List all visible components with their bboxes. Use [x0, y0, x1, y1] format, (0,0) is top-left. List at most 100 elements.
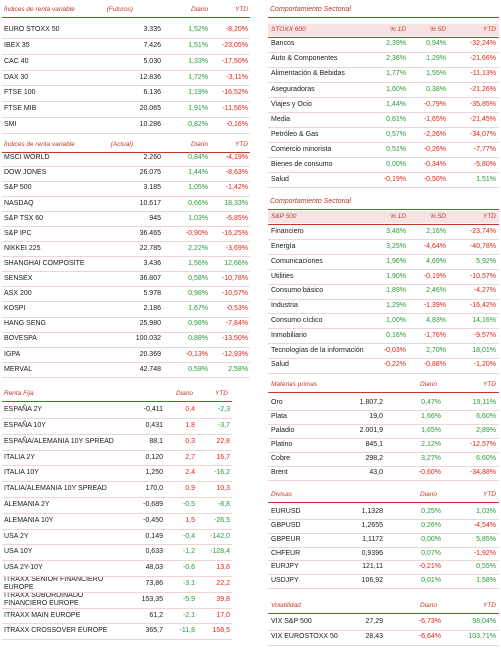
row-divider: [268, 587, 499, 589]
row-value: 42.748: [139, 365, 161, 373]
row-label: ESPAÑA/ALEMANIA 10Y SPREAD: [4, 437, 114, 445]
row-value: 20.065: [139, 105, 161, 113]
column-header: Volatilidad: [271, 602, 301, 610]
column-header: Diario: [191, 6, 208, 14]
row-value: -7,84%: [225, 320, 248, 328]
row-value: -16,52%: [221, 89, 248, 97]
row-value: -0,4: [182, 532, 195, 540]
row-value: 3,48%: [386, 228, 406, 236]
row-label: Platino: [271, 441, 293, 449]
row-label: EURJPY: [271, 563, 299, 571]
row-value: -0,21%: [418, 563, 441, 571]
row-value: 2,39%: [386, 40, 406, 48]
row-value: -1,20%: [473, 361, 496, 369]
row-label: BOVESPA: [4, 335, 37, 343]
row-value: 39,8: [216, 595, 230, 603]
row-divider: [2, 180, 250, 182]
row-value: 28,43: [365, 633, 383, 641]
row-divider: [2, 210, 250, 212]
row-value: -3,69%: [225, 244, 248, 252]
row-divider: [2, 225, 250, 227]
row-label: VIX S&P 500: [271, 618, 312, 626]
row-value: -0,16%: [225, 121, 248, 129]
row-value: -9,57%: [473, 331, 496, 339]
row-value: -8,8: [217, 501, 230, 509]
row-value: 106,92: [361, 577, 383, 585]
row-divider: [2, 512, 232, 514]
column-header: Materias primas: [271, 381, 318, 389]
row-divider: [268, 51, 499, 53]
row-divider: [268, 328, 499, 330]
row-value: -128,4: [210, 548, 230, 556]
row-value: -32,24%: [469, 40, 496, 48]
row-label: ITALIA 10Y: [4, 469, 39, 477]
row-value: 22,8: [216, 437, 230, 445]
row-value: 36.807: [139, 275, 161, 283]
row-value: 88,1: [149, 437, 163, 445]
row-value: 1,2655: [361, 522, 383, 530]
row-value: 0,57%: [386, 130, 406, 138]
row-value: -13,50%: [221, 335, 248, 343]
row-divider: [2, 53, 250, 55]
header-band: [268, 24, 499, 36]
row-value: 10.286: [139, 121, 161, 129]
row-divider: [268, 283, 499, 285]
row-label: GBPUSD: [271, 522, 301, 530]
row-divider: [2, 376, 250, 378]
row-label: ITRAXX CROSSOVER EUROPE: [4, 627, 108, 635]
row-label: GBPEUR: [271, 535, 301, 543]
header-band: [268, 211, 499, 223]
row-value: -4,27%: [473, 287, 496, 295]
row-value: 1,89%: [386, 287, 406, 295]
row-label: Cobre: [271, 455, 291, 463]
row-label: ITALIA/ALEMANIA 10Y SPREAD: [4, 485, 107, 493]
row-value: 2,22%: [188, 244, 208, 252]
row-value: 0,9396: [361, 549, 383, 557]
row-label: Inmobiliario: [271, 331, 307, 339]
row-divider: [2, 346, 250, 348]
row-value: 1,55%: [426, 70, 446, 78]
header-rule: [2, 17, 250, 18]
row-label: Comercio minorista: [271, 145, 332, 153]
row-value: -16,2: [214, 469, 230, 477]
row-value: 1,51%: [188, 42, 208, 50]
row-value: 103,71%: [468, 633, 496, 641]
row-value: 1,52%: [188, 26, 208, 34]
row-value: 0,633: [145, 548, 163, 556]
row-divider: [2, 575, 232, 577]
row-value: -2,1: [182, 611, 195, 619]
row-value: 10,3: [216, 485, 230, 493]
row-label: EURO STOXX 50: [4, 26, 60, 34]
row-value: 5.030: [143, 57, 161, 65]
row-value: 0,3: [185, 437, 195, 445]
row-divider: [268, 438, 499, 439]
row-value: 298,2: [365, 455, 383, 463]
row-value: -0,88%: [423, 361, 446, 369]
row-divider: [268, 313, 499, 315]
row-value: -8,63%: [225, 169, 248, 177]
row-value: 1,44%: [386, 100, 406, 108]
row-value: -0,22%: [383, 361, 406, 369]
row-label: Bienes de consumo: [271, 161, 333, 169]
row-value: 0,51%: [386, 145, 406, 153]
row-value: -17,50%: [221, 57, 248, 65]
header-rule: [268, 502, 499, 503]
row-value: 1,90%: [386, 272, 406, 280]
row-value: 2,36%: [386, 55, 406, 63]
row-value: 845,1: [365, 441, 383, 449]
row-value: -34,07%: [469, 130, 496, 138]
row-divider: [2, 286, 250, 288]
row-label: HANG SENG: [4, 320, 47, 328]
row-value: 2.001,9: [359, 427, 383, 435]
row-value: 153,35: [141, 595, 163, 603]
row-value: -11,13%: [470, 70, 496, 78]
row-divider: [2, 101, 250, 103]
header-rule: [268, 37, 499, 38]
row-value: 1,51%: [476, 176, 496, 184]
row-divider: [2, 607, 232, 609]
column-header: YTD: [483, 213, 496, 221]
row-label: Auto & Componentes: [271, 55, 338, 63]
row-label: MERVAL: [4, 365, 33, 373]
row-label: IBEX 35: [4, 42, 30, 50]
row-value: -0,6: [182, 564, 195, 572]
